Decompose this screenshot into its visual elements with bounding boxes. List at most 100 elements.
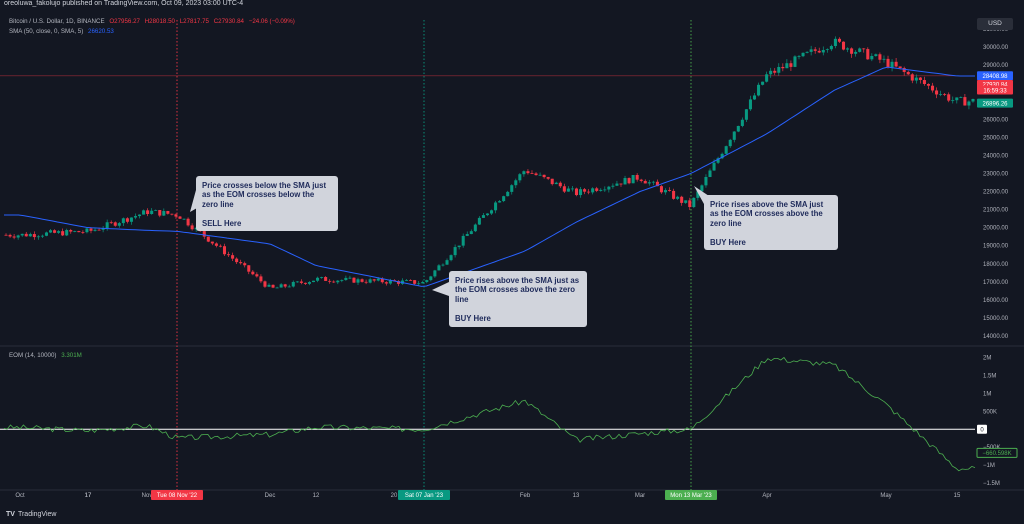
candle-body [453,247,457,256]
time-marker-badge [151,490,203,500]
candle-body [910,74,914,81]
candle-body [311,280,316,283]
candle-body [138,214,142,217]
candle-body [336,280,340,283]
eom-legend[interactable]: EOM (14, 10000) 3.301M [9,352,85,359]
candle-body [485,213,489,216]
candle-body [744,109,748,120]
candle-body [77,231,81,233]
candle-body [57,231,61,233]
candle-body [603,189,607,191]
candle-body [255,274,259,277]
candle-body [850,48,854,54]
candle-body [324,277,328,281]
candle-body [566,188,570,192]
price-tick-label: 29000.00 [983,63,1009,69]
time-tick-label: Mar [635,493,645,499]
price-tick-label: 14000.00 [983,334,1009,340]
candle-body [724,146,728,154]
candle-body [748,99,752,110]
candle-body [202,231,206,237]
candle-body [882,58,886,60]
eom-tick-label: 500K [983,409,997,415]
candle-body [684,200,688,203]
candle-body [210,241,214,244]
candle-body [583,189,587,192]
candle-body [279,284,283,288]
symbol-title[interactable]: Bitcoin / U.S. Dollar, 1D, BINANCE [9,18,105,25]
candle-body [874,54,878,56]
time-tick-label: 12 [313,493,320,499]
price-tick-label: 25000.00 [983,135,1009,141]
candle-body [332,281,336,283]
candle-body [574,188,579,196]
candle-body [275,287,279,289]
candle-body [271,284,275,288]
candle-body [40,235,44,237]
candle-body [591,188,595,193]
candle-body [651,181,655,183]
candle-body [538,174,542,176]
candle-body [340,279,344,281]
time-tick-label: Nov [142,493,153,499]
eom-tick-label: 2M [983,356,991,362]
candle-body [303,282,307,284]
tradingview-brand[interactable]: TV TradingView [6,511,56,518]
candle-body [837,38,841,42]
candle-body [146,210,150,215]
candle-body [587,191,591,193]
candle-body [93,229,97,231]
candle-body [534,173,538,176]
time-marker-badge [398,490,450,500]
candle-body [348,277,352,279]
candle-body [170,213,174,215]
candle-body [473,224,477,232]
candle-body [510,185,514,192]
price-badge [977,71,1013,81]
currency-badge[interactable]: USD [977,18,1013,30]
callout-buy-1-action: BUY Here [455,314,491,324]
candle-body [833,38,837,47]
eom-legend-label: EOM (14, 10000) [9,352,57,359]
candle-body [150,210,154,215]
candle-body [668,190,672,191]
candle-body [8,234,12,237]
candle-body [4,234,8,236]
price-badge [977,85,1013,95]
candle-body [16,235,20,238]
candle-body [12,236,16,238]
candle-body [619,183,623,185]
candle-body [307,282,311,284]
candle-body [73,231,77,232]
candle-body [579,189,583,196]
candle-body [117,223,121,226]
price-tick-label: 18000.00 [983,262,1009,268]
candle-body [49,230,53,233]
time-tick-label: 15 [954,493,961,499]
candle-body [28,234,32,237]
candle-body [623,178,627,185]
candle-body [384,282,388,284]
candle-body [866,49,870,60]
time-marker-label: Tue 08 Nov '22 [157,493,198,499]
candle-body [635,174,639,180]
candle-body [611,185,615,187]
price-tick-label: 21000.00 [983,208,1009,214]
candle-body [736,125,740,132]
sma-legend[interactable]: SMA (50, close, 0, SMA, 5) 26620.53 [9,28,117,35]
candle-body [825,49,829,51]
candle-body [955,97,959,101]
candle-body [846,48,850,50]
candle-body [65,230,69,236]
candle-body [158,210,162,216]
candle-body [696,191,700,198]
ohlc-close: C27930.84 [213,18,244,25]
candle-body [437,265,441,271]
candle-body [465,234,469,236]
candle-body [672,190,676,199]
eom-tick-label: 1.5M [983,374,996,380]
candle-body [356,279,360,283]
candle-body [740,119,744,126]
candles-group [4,36,975,289]
